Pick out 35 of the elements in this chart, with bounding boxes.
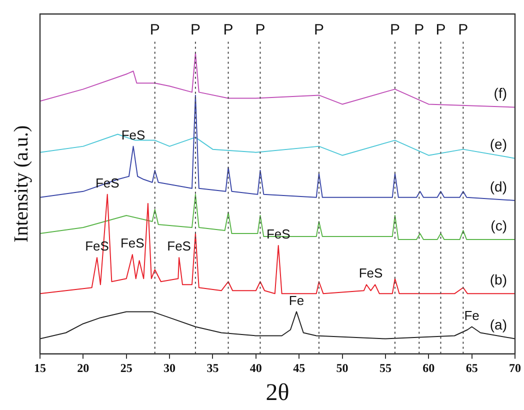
annotation: FeS <box>120 236 145 251</box>
annotation: Fe <box>464 308 480 323</box>
series-label: (a) <box>490 316 507 333</box>
x-tick-label: 25 <box>120 361 132 376</box>
ref-line-label: P <box>414 22 424 39</box>
annotation: Fe <box>288 292 304 308</box>
y-axis-title: Intensity (a.u.) <box>10 125 32 242</box>
x-tick-label: 30 <box>164 361 176 376</box>
x-tick-label: 65 <box>466 361 478 376</box>
ref-line-label: P <box>190 22 200 39</box>
x-tick-label: 15 <box>34 361 46 376</box>
x-tick-label: 55 <box>379 361 392 376</box>
series-label: (b) <box>490 272 507 288</box>
ref-line-label: P <box>314 22 324 39</box>
x-tick-label: 35 <box>206 361 219 376</box>
ref-line-label: P <box>436 22 446 39</box>
x-tick-label: 70 <box>509 361 521 376</box>
x-tick-label: 60 <box>422 361 435 376</box>
series-label: (f) <box>494 85 507 102</box>
series-label: (d) <box>490 178 507 194</box>
ref-line-label: P <box>390 22 400 39</box>
ref-line-label: P <box>150 22 160 39</box>
ref-line-label: P <box>458 22 468 39</box>
series-label: (c) <box>490 217 507 234</box>
x-axis-title: 2θ <box>266 380 290 406</box>
x-tick-label: 45 <box>293 361 306 376</box>
x-tick-label: 50 <box>336 361 348 376</box>
x-tick-label: 20 <box>77 361 90 376</box>
annotation: FeS <box>167 238 192 254</box>
ref-line-label: P <box>255 22 266 39</box>
ref-line-label: P <box>223 22 234 39</box>
annotation: FeS <box>358 266 384 281</box>
annotation: FeS <box>121 127 146 142</box>
x-tick-label: 40 <box>250 361 262 376</box>
series-label: (e) <box>490 136 507 152</box>
